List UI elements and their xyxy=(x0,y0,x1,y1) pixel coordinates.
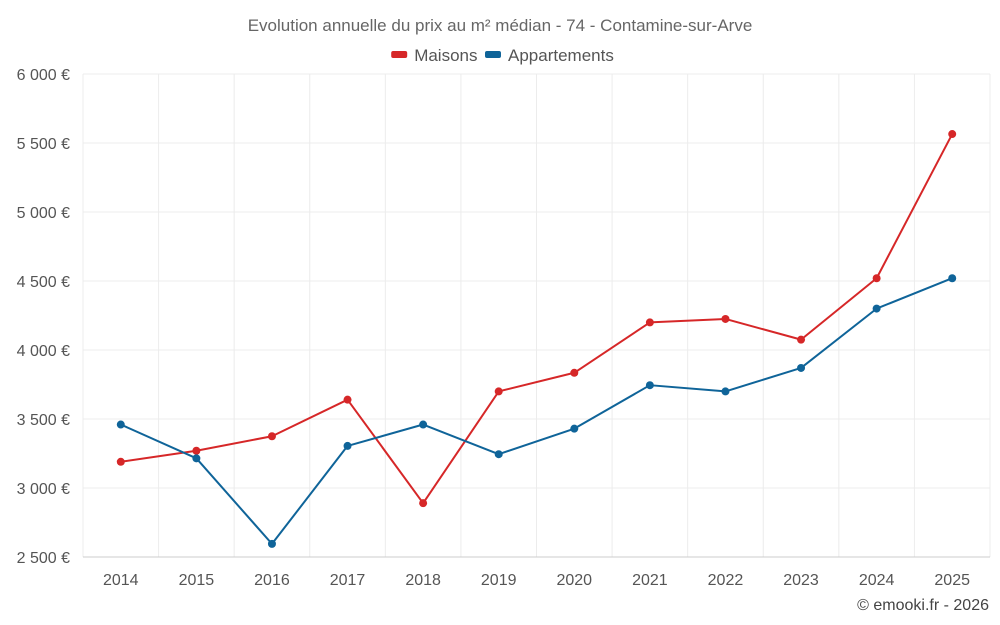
data-point[interactable] xyxy=(267,432,276,441)
x-tick-label: 2022 xyxy=(708,572,744,589)
legend-marker xyxy=(391,51,408,58)
x-tick-label: 2017 xyxy=(330,572,366,589)
legend-label: Maisons xyxy=(414,46,477,65)
data-point[interactable] xyxy=(872,304,881,313)
series-line xyxy=(120,133,954,505)
data-point[interactable] xyxy=(192,454,201,463)
legend-label: Appartements xyxy=(508,46,614,65)
y-tick-label: 4 500 € xyxy=(17,274,70,291)
data-point[interactable] xyxy=(645,381,654,390)
data-point[interactable] xyxy=(267,539,276,548)
data-point[interactable] xyxy=(192,446,201,455)
credit-text: © emooki.fr - 2026 xyxy=(857,597,989,614)
y-tick-label: 4 000 € xyxy=(17,343,70,360)
data-point[interactable] xyxy=(494,450,503,459)
data-point[interactable] xyxy=(343,395,352,404)
x-tick-label: 2024 xyxy=(859,572,895,589)
series-line xyxy=(120,277,953,545)
x-tick-label: 2014 xyxy=(103,572,139,589)
x-tick-label: 2025 xyxy=(934,572,970,589)
data-point[interactable] xyxy=(494,387,503,396)
chart-title: Evolution annuelle du prix au m² médian … xyxy=(248,16,753,35)
x-tick-label: 2023 xyxy=(783,572,819,589)
data-point[interactable] xyxy=(797,335,806,344)
x-tick-label: 2021 xyxy=(632,572,668,589)
legend: Maisons Appartements xyxy=(391,46,614,65)
legend-item-appartements[interactable]: Appartements xyxy=(485,46,614,65)
y-tick-label: 3 500 € xyxy=(17,412,70,429)
y-tick-label: 3 000 € xyxy=(17,481,70,498)
series-layer xyxy=(116,130,957,548)
series-maisons xyxy=(116,130,957,508)
grid xyxy=(82,73,991,557)
x-tick-label: 2018 xyxy=(405,572,441,589)
data-point[interactable] xyxy=(570,424,579,433)
y-tick-label: 5 000 € xyxy=(17,205,70,222)
legend-marker xyxy=(485,51,501,58)
data-point[interactable] xyxy=(645,318,654,327)
y-tick-label: 2 500 € xyxy=(17,550,70,567)
data-point[interactable] xyxy=(116,457,125,466)
x-tick-label: 2015 xyxy=(179,572,215,589)
x-axis: 2014 2015 2016 2017 2018 2019 2020 2021 2022 2023… xyxy=(83,556,990,589)
series-appartements xyxy=(116,274,957,548)
x-tick-label: 2020 xyxy=(556,572,592,589)
data-point[interactable] xyxy=(419,499,428,508)
data-point[interactable] xyxy=(948,130,957,139)
data-point[interactable] xyxy=(948,274,957,283)
x-tick-label: 2016 xyxy=(254,572,290,589)
legend-item-maisons[interactable]: Maisons xyxy=(391,46,478,65)
y-tick-label: 6 000 € xyxy=(17,67,70,84)
data-point[interactable] xyxy=(419,420,428,429)
data-point[interactable] xyxy=(343,441,352,450)
data-point[interactable] xyxy=(797,363,806,372)
data-point[interactable] xyxy=(721,314,730,323)
data-point[interactable] xyxy=(721,387,730,396)
data-point[interactable] xyxy=(570,368,579,377)
data-point[interactable] xyxy=(116,420,125,429)
x-tick-label: 2019 xyxy=(481,572,517,589)
data-point[interactable] xyxy=(872,274,881,283)
y-tick-label: 5 500 € xyxy=(17,136,70,153)
y-axis: 2 500 € 3 000 € 3 500 € 4 000 € 4 500 € 5 000… xyxy=(17,67,70,567)
